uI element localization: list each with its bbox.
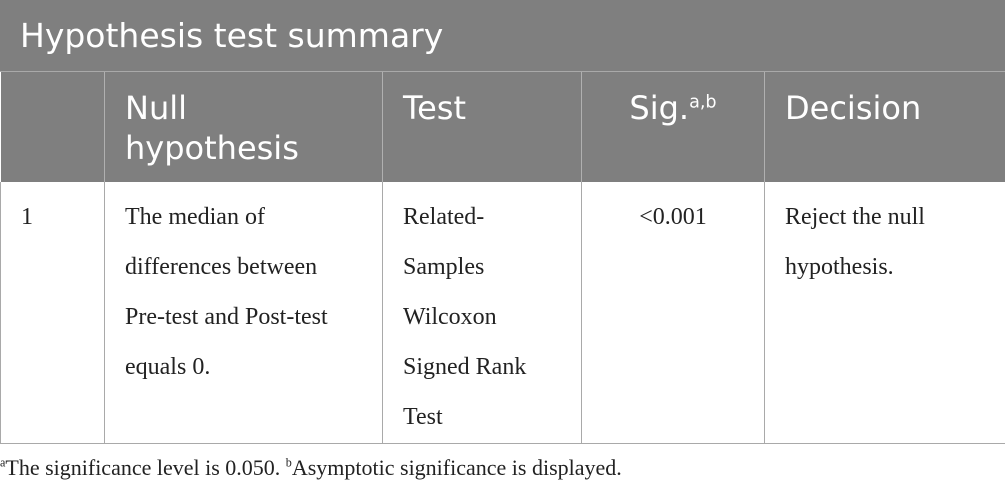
table: Null hypothesis Test Sig.a,b Decision 1 … [0, 72, 1005, 444]
table-cell: The median of differences between Pre-te… [104, 182, 383, 444]
table-cell: Reject the null hypothesis. [764, 182, 1005, 444]
footnote-mark: a [0, 455, 6, 470]
table-row: 1 The median of differences between Pre-… [0, 182, 1005, 444]
column-header: Test [382, 72, 582, 182]
summary-table: Hypothesis test summary Null hypothesis … [0, 0, 1005, 480]
table-title: Hypothesis test summary [0, 0, 1005, 72]
column-header [0, 72, 105, 182]
table-cell: Related-Samples Wilcoxon Signed Rank Tes… [382, 182, 582, 444]
footnote-text: Asymptotic significance is displayed. [291, 455, 622, 480]
superscript: a,b [689, 92, 717, 113]
table-cell: <0.001 [581, 182, 765, 444]
footnote-mark: b [285, 455, 292, 470]
column-header: Null hypothesis [104, 72, 383, 182]
column-header: Sig.a,b [581, 72, 765, 182]
footnote-text: The significance level is 0.050. [5, 455, 286, 480]
footnote: aThe significance level is 0.050. bAsymp… [0, 455, 622, 481]
column-header: Decision [764, 72, 1005, 182]
header-text: Sig. [629, 89, 690, 127]
header-row: Null hypothesis Test Sig.a,b Decision [0, 72, 1005, 182]
table-cell: 1 [0, 182, 105, 444]
